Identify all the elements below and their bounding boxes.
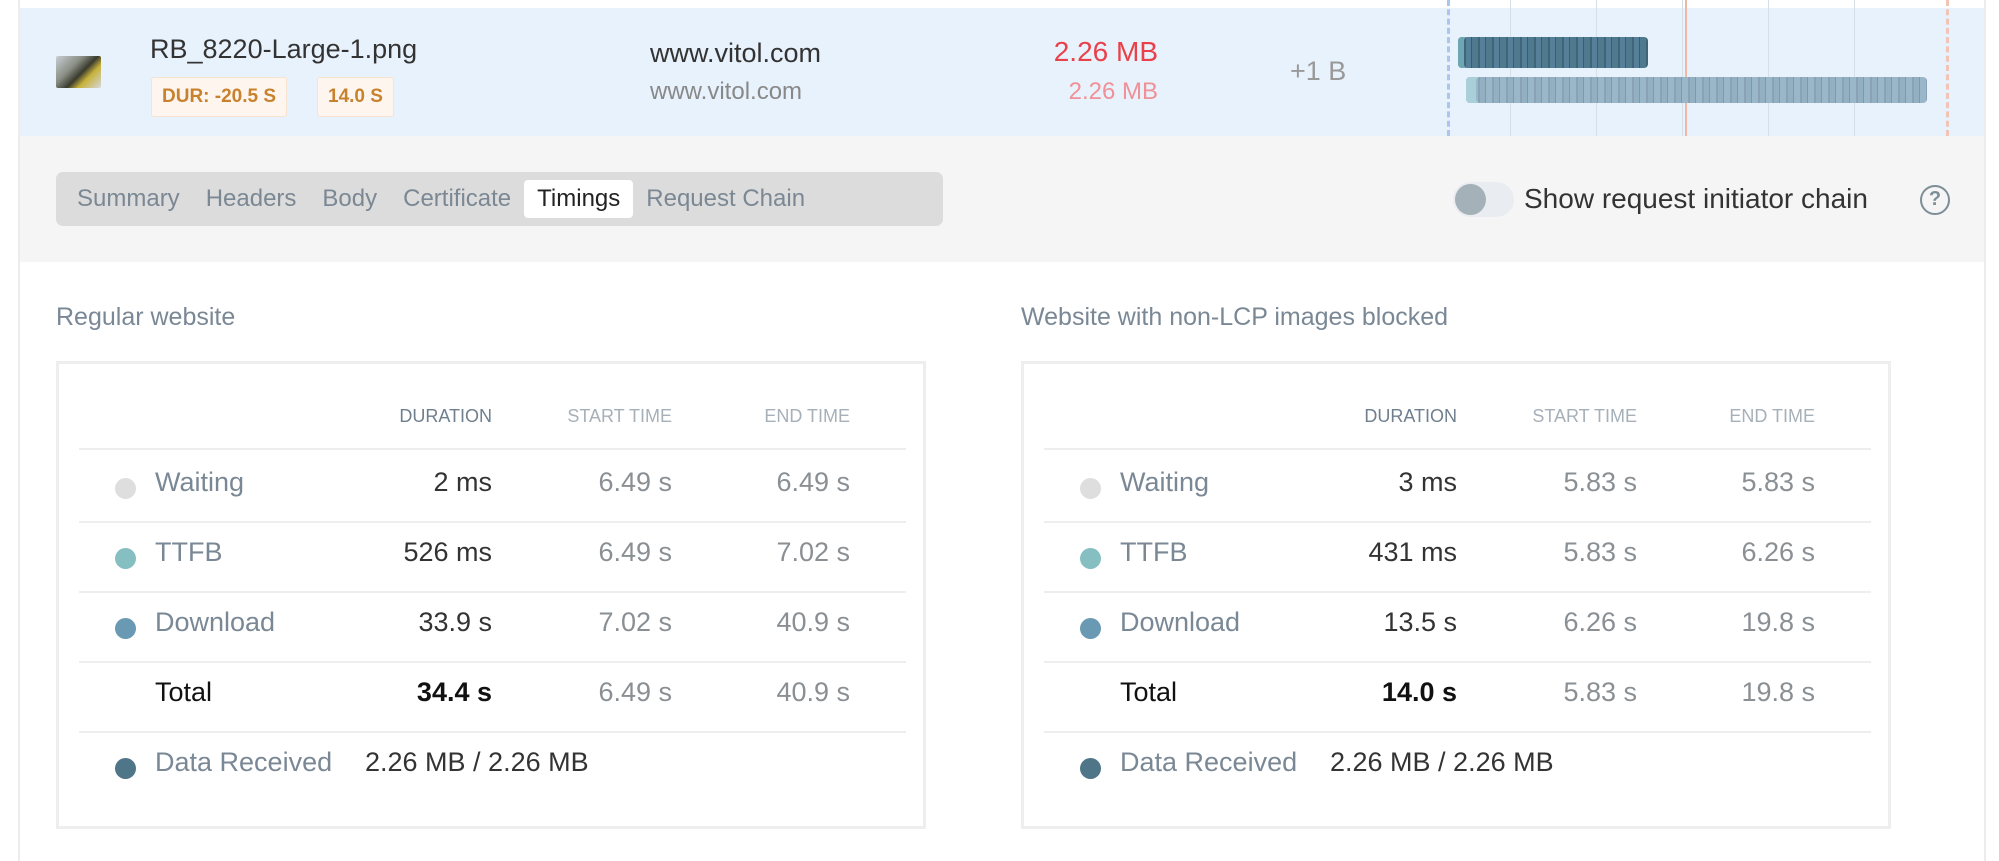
total-start-value: 5.83 s xyxy=(1563,677,1637,707)
initiator-chain-toggle[interactable] xyxy=(1453,182,1514,217)
ttfb-end-value: 6.26 s xyxy=(1741,537,1815,567)
column-header-end-time: END TIME xyxy=(1729,406,1815,426)
grid-line xyxy=(1596,0,1597,136)
tab-request-chain[interactable]: Request Chain xyxy=(646,185,806,212)
divider xyxy=(1044,448,1871,450)
tab-certificate[interactable]: Certificate xyxy=(403,185,512,212)
download-label: Download xyxy=(1120,607,1241,637)
total-label: Total xyxy=(155,677,213,707)
column-header-duration: DURATION xyxy=(1364,406,1457,426)
ttfb-label: TTFB xyxy=(155,537,223,567)
tab-body[interactable]: Body xyxy=(322,185,378,212)
request-detail-frame: RB_8220-Large-1.png DUR: -20.5 S 14.0 S … xyxy=(18,0,1986,861)
ttfb-start-value: 6.49 s xyxy=(598,537,672,567)
waiting-dot-icon xyxy=(1080,478,1101,499)
divider xyxy=(1044,591,1871,593)
tabs-area: Summary Headers Body Certificate Timings… xyxy=(20,136,1984,262)
tab-bar: Summary Headers Body Certificate Timings… xyxy=(56,172,943,226)
column-header-duration: DURATION xyxy=(399,406,492,426)
host-secondary: www.vitol.com xyxy=(650,78,803,105)
panel-title: Regular website xyxy=(56,303,236,331)
tab-timings[interactable]: Timings xyxy=(524,180,634,218)
question-circle-icon[interactable]: ? xyxy=(1920,185,1950,215)
request-filename: RB_8220-Large-1.png xyxy=(150,34,418,64)
end-marker-line xyxy=(1946,0,1949,136)
size-delta: +1 B xyxy=(1290,56,1347,86)
toggle-knob xyxy=(1455,184,1486,215)
ttfb-end-value: 7.02 s xyxy=(776,537,850,567)
waiting-dot-icon xyxy=(115,478,136,499)
start-marker-line xyxy=(1447,0,1450,136)
divider xyxy=(1044,521,1871,523)
timings-panel: DURATION START TIME END TIME Waiting 2 ms… xyxy=(56,361,926,829)
waiting-end-value: 6.49 s xyxy=(776,467,850,497)
grid-line xyxy=(1768,0,1769,136)
waiting-label: Waiting xyxy=(155,467,245,497)
data-received-value: 2.26 MB / 2.26 MB xyxy=(1330,747,1554,777)
waiting-duration-value: 3 ms xyxy=(1398,467,1457,497)
divider xyxy=(79,731,906,733)
size-primary: 2.26 MB xyxy=(1053,36,1158,67)
grid-line xyxy=(1682,0,1683,136)
download-start-value: 7.02 s xyxy=(598,607,672,637)
tab-summary[interactable]: Summary xyxy=(77,185,180,212)
ttfb-label: TTFB xyxy=(1120,537,1188,567)
divider xyxy=(79,661,906,663)
size-secondary: 2.26 MB xyxy=(1068,78,1158,105)
ttfb-duration-value: 526 ms xyxy=(403,537,492,567)
ttfb-start-value: 5.83 s xyxy=(1563,537,1637,567)
data-received-dot-icon xyxy=(1080,758,1101,779)
column-header-end-time: END TIME xyxy=(764,406,850,426)
total-end-value: 40.9 s xyxy=(776,677,850,707)
ttfb-dot-icon xyxy=(1080,548,1101,569)
waiting-label: Waiting xyxy=(1120,467,1210,497)
panel-title: Website with non-LCP images blocked xyxy=(1021,303,1449,331)
duration-badge: 14.0 S xyxy=(317,77,394,117)
waiting-start-value: 5.83 s xyxy=(1563,467,1637,497)
download-dot-icon xyxy=(115,618,136,639)
timings-panel: DURATION START TIME END TIME Waiting 3 ms… xyxy=(1021,361,1891,829)
request-row[interactable]: RB_8220-Large-1.png DUR: -20.5 S 14.0 S … xyxy=(20,0,1984,136)
data-received-label: Data Received xyxy=(155,747,333,777)
download-dot-icon xyxy=(1080,618,1101,639)
total-duration-value: 14.0 s xyxy=(1381,677,1457,707)
download-start-value: 6.26 s xyxy=(1563,607,1637,637)
data-received-label: Data Received xyxy=(1120,747,1298,777)
waterfall-bar-regular xyxy=(1466,77,1927,103)
divider xyxy=(79,448,906,450)
divider xyxy=(1044,731,1871,733)
total-label: Total xyxy=(1120,677,1178,707)
waiting-end-value: 5.83 s xyxy=(1741,467,1815,497)
divider xyxy=(1044,661,1871,663)
lcp-marker-line xyxy=(1685,0,1687,136)
download-end-value: 19.8 s xyxy=(1741,607,1815,637)
ttfb-dot-icon xyxy=(115,548,136,569)
total-duration-value: 34.4 s xyxy=(416,677,492,707)
download-label: Download xyxy=(155,607,276,637)
column-header-start-time: START TIME xyxy=(567,406,672,426)
duration-diff-badge: DUR: -20.5 S xyxy=(151,77,288,117)
data-received-dot-icon xyxy=(115,758,136,779)
divider xyxy=(79,521,906,523)
data-received-value: 2.26 MB / 2.26 MB xyxy=(365,747,589,777)
ttfb-duration-value: 431 ms xyxy=(1368,537,1457,567)
divider xyxy=(79,591,906,593)
total-start-value: 6.49 s xyxy=(598,677,672,707)
waterfall-bar-blocked xyxy=(1458,37,1648,68)
download-end-value: 40.9 s xyxy=(776,607,850,637)
grid-line xyxy=(1854,0,1855,136)
host-primary: www.vitol.com xyxy=(650,38,822,68)
tab-headers[interactable]: Headers xyxy=(205,185,297,212)
column-header-start-time: START TIME xyxy=(1532,406,1637,426)
initiator-chain-label: Show request initiator chain xyxy=(1524,183,1868,214)
waterfall xyxy=(1440,0,1980,136)
waiting-start-value: 6.49 s xyxy=(598,467,672,497)
grid-line xyxy=(1510,0,1511,136)
total-end-value: 19.8 s xyxy=(1741,677,1815,707)
image-thumbnail xyxy=(56,56,101,88)
download-duration-value: 33.9 s xyxy=(418,607,492,637)
waiting-duration-value: 2 ms xyxy=(433,467,492,497)
download-duration-value: 13.5 s xyxy=(1383,607,1457,637)
